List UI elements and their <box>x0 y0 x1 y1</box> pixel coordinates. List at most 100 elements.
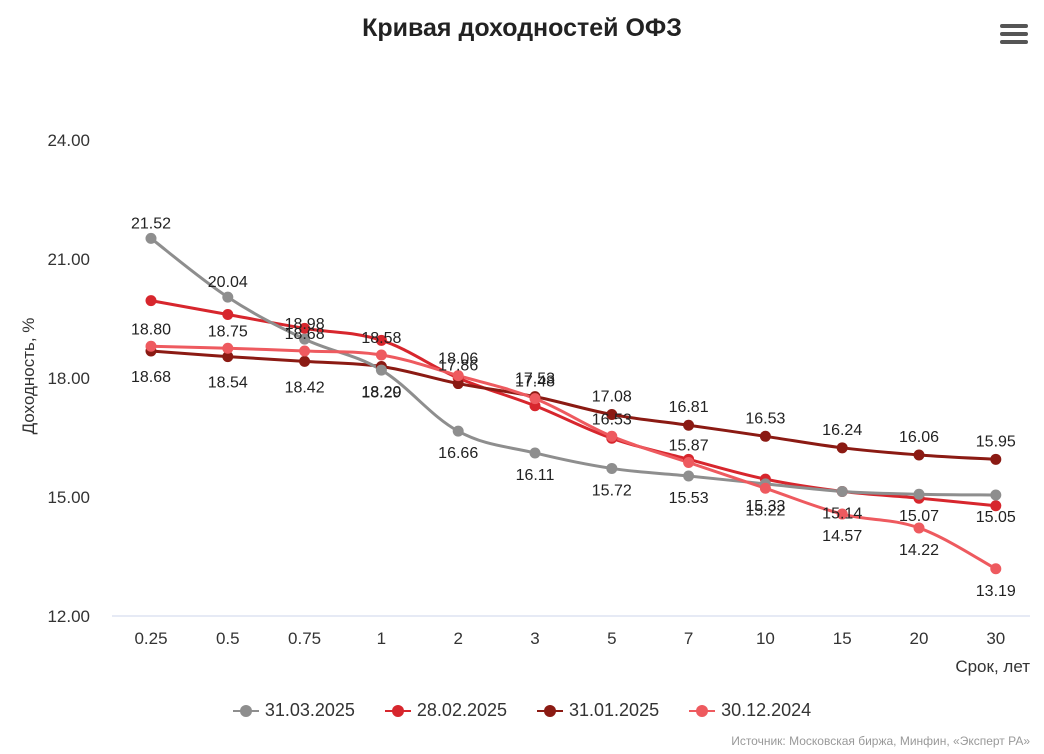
data-label-31-01-2025: 17.86 <box>438 358 478 375</box>
x-tick-label: 3 <box>530 629 539 648</box>
x-tick-label: 1 <box>377 629 386 648</box>
legend-marker-icon <box>689 704 716 718</box>
series-line-31-01-2025 <box>150 349 996 461</box>
data-label-31-03-2025: 15.72 <box>592 482 632 499</box>
data-point-31-01-2025 <box>836 442 848 454</box>
data-point-30-12-2024 <box>683 456 695 468</box>
data-point-30-12-2024 <box>145 340 157 352</box>
y-axis-title: Доходность, % <box>19 318 38 435</box>
data-label-30-12-2024: 18.75 <box>208 323 248 340</box>
data-label-31-01-2025: 18.54 <box>208 375 248 392</box>
data-point-31-03-2025 <box>452 425 464 437</box>
data-point-28-02-2025 <box>990 500 1002 512</box>
data-point-31-03-2025 <box>990 489 1002 501</box>
data-label-30-12-2024: 15.87 <box>669 437 709 454</box>
x-tick-label: 2 <box>453 629 462 648</box>
data-label-31-03-2025: 15.14 <box>822 505 862 522</box>
data-label-31-03-2025: 20.04 <box>208 274 248 291</box>
series-line-28-02-2025 <box>150 299 996 508</box>
x-axis-title: Срок, лет <box>955 657 1030 676</box>
data-point-31-03-2025 <box>375 364 387 376</box>
legend-marker-icon <box>232 704 259 718</box>
data-label-30-12-2024: 18.58 <box>361 330 401 347</box>
data-point-31-01-2025 <box>990 453 1002 465</box>
data-point-30-12-2024 <box>759 482 771 494</box>
y-tick-label: 15.00 <box>47 488 90 507</box>
data-label-31-01-2025: 16.06 <box>899 429 939 446</box>
y-tick-label: 12.00 <box>47 607 90 626</box>
data-point-28-02-2025 <box>299 322 311 334</box>
source-note: Источник: Московская биржа, Минфин, «Экс… <box>731 734 1030 748</box>
y-tick-label: 24.00 <box>47 131 90 150</box>
data-point-30-12-2024 <box>606 430 618 442</box>
data-label-31-01-2025: 16.24 <box>822 422 862 439</box>
data-point-31-01-2025 <box>452 378 464 390</box>
legend-item-31-01-2025[interactable]: 31.01.2025 <box>537 700 659 721</box>
x-tick-label: 0.75 <box>288 629 321 648</box>
data-point-30-12-2024 <box>913 522 925 534</box>
data-label-30-12-2024: 18.68 <box>285 326 325 343</box>
data-point-30-12-2024 <box>222 342 234 354</box>
data-label-30-12-2024: 13.19 <box>976 583 1016 600</box>
data-point-30-12-2024 <box>452 370 464 382</box>
data-label-30-12-2024: 17.48 <box>515 374 555 391</box>
data-label-30-12-2024: 14.22 <box>899 542 939 559</box>
legend-label: 30.12.2024 <box>721 700 812 720</box>
data-label-31-03-2025: 15.33 <box>745 498 785 515</box>
data-label-31-03-2025: 16.66 <box>438 445 478 462</box>
legend-item-31-03-2025[interactable]: 31.03.2025 <box>232 700 355 721</box>
data-point-31-01-2025 <box>606 408 618 420</box>
data-point-31-01-2025 <box>299 355 311 367</box>
data-point-31-01-2025 <box>222 351 234 363</box>
data-point-28-02-2025 <box>222 309 234 321</box>
data-point-31-01-2025 <box>759 430 771 442</box>
chart-title: Кривая доходностей ОФЗ <box>362 14 682 42</box>
data-point-31-03-2025 <box>606 462 618 474</box>
data-label-31-03-2025: 18.98 <box>285 316 325 333</box>
x-tick-label: 30 <box>986 629 1005 648</box>
data-label-31-03-2025: 15.53 <box>669 490 709 507</box>
y-tick-label: 21.00 <box>47 250 90 269</box>
data-point-30-12-2024 <box>375 349 387 361</box>
data-label-31-01-2025: 18.42 <box>285 379 325 396</box>
y-tick-label: 18.00 <box>47 369 90 388</box>
data-point-31-03-2025 <box>529 447 541 459</box>
data-label-31-01-2025: 17.08 <box>592 388 632 405</box>
data-point-31-03-2025 <box>683 470 695 482</box>
yield-curve-chart: 12.00 15.00 18.00 21.00 24.00 0.25 0.5 0.75 1 2 3 5… <box>19 131 1030 676</box>
data-label-31-03-2025: 15.05 <box>976 509 1016 526</box>
data-point-30-12-2024 <box>529 393 541 405</box>
legend-marker-icon <box>384 704 411 718</box>
x-tick-label: 20 <box>910 629 929 648</box>
data-label-30-12-2024: 16.53 <box>592 411 632 428</box>
data-label-31-01-2025: 18.29 <box>361 384 401 401</box>
data-point-30-12-2024 <box>299 345 311 357</box>
hamburger-menu-icon[interactable] <box>996 20 1032 50</box>
data-label-31-03-2025: 15.07 <box>899 508 939 525</box>
data-point-31-01-2025 <box>683 419 695 431</box>
legend-label: 31.03.2025 <box>264 700 355 720</box>
series-line-31-03-2025 <box>150 237 996 497</box>
x-tick-label: 0.5 <box>216 629 240 648</box>
x-tick-label: 10 <box>756 629 775 648</box>
data-point-31-03-2025 <box>145 232 157 244</box>
legend-marker-icon <box>537 704 563 718</box>
data-point-31-01-2025 <box>913 449 925 461</box>
x-tick-label: 7 <box>684 629 693 648</box>
x-tick-label: 5 <box>607 629 616 648</box>
legend-label: 28.02.2025 <box>416 700 507 720</box>
data-label-31-03-2025: 21.52 <box>131 215 171 232</box>
data-label-30-12-2024: 18.06 <box>438 351 478 368</box>
data-label-31-03-2025: 18.20 <box>361 384 401 401</box>
data-label-31-01-2025: 15.95 <box>976 433 1016 450</box>
data-point-31-03-2025 <box>299 333 311 345</box>
data-label-30-12-2024: 15.22 <box>745 502 785 519</box>
legend-item-28-02-2025[interactable]: 28.02.2025 <box>384 700 507 721</box>
series-line-30-12-2024 <box>150 344 997 571</box>
data-label-30-12-2024: 18.80 <box>131 321 171 338</box>
data-point-30-12-2024 <box>836 508 848 520</box>
chart-legend: 31.03.2025 28.02.2025 31.01.2025 30.12.2024 <box>0 700 1044 721</box>
data-label-31-01-2025: 16.53 <box>745 410 785 427</box>
legend-item-30-12-2024[interactable]: 30.12.2024 <box>689 700 811 721</box>
data-label-30-12-2024: 14.57 <box>822 528 862 545</box>
